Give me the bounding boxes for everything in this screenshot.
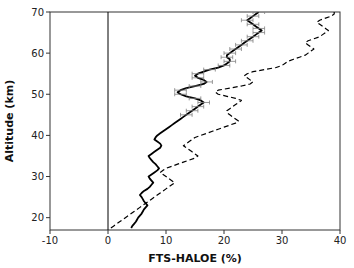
plot-area [108,12,334,230]
x-tick [166,230,167,234]
error-bar [204,68,216,72]
error-bar [186,109,198,113]
error-bar [201,80,213,84]
chart: -10 0 10 20 30 40 20 30 40 50 60 70 FTS-HALOE (%) Alt… [0,0,354,268]
y-tick-label: 30 [31,171,44,182]
y-tick-label: 60 [31,48,44,59]
y-tick [46,94,50,95]
error-bar [253,31,265,35]
error-bar [189,84,201,88]
error-bar [198,100,210,104]
series-line [111,12,334,228]
x-tick-label: 30 [276,235,289,246]
x-tick [282,230,283,234]
error-bar [181,113,193,117]
x-tick-label: 10 [160,235,173,246]
error-bar [236,43,248,47]
x-tick-label: 0 [105,235,111,246]
x-tick-label: 20 [218,235,231,246]
error-bar [218,63,230,67]
error-bar [253,26,265,30]
x-tick-label: 40 [334,235,347,246]
y-tick [46,176,50,177]
y-tick [46,53,50,54]
y-tick [46,217,50,218]
x-tick-label: -10 [42,235,58,246]
y-tick-label: 70 [31,7,44,18]
error-bar [241,18,253,22]
error-bar [247,22,259,26]
error-bar [175,88,187,92]
x-axis-label: FTS-HALOE (%) [148,252,242,265]
x-tick [340,230,341,234]
error-bar [224,51,236,55]
series-line [131,12,262,228]
error-bar [192,72,204,76]
error-bar [192,105,204,109]
error-bar [175,92,187,96]
error-bar [189,96,201,100]
y-tick [46,135,50,136]
y-tick-label: 50 [31,89,44,100]
error-bar [241,39,253,43]
error-bar [247,14,259,18]
reference-line [108,12,109,230]
error-bar [247,35,259,39]
error-bar [192,76,204,80]
y-axis-label: Altitude (km) [3,80,16,162]
x-tick [108,230,109,234]
plot-frame [50,12,340,230]
error-bar [253,12,265,14]
x-tick [50,230,51,234]
error-bar [221,55,233,59]
y-tick-label: 40 [31,130,44,141]
y-tick-label: 20 [31,212,44,223]
x-tick [224,230,225,234]
error-bar [230,47,242,51]
error-bar [224,59,236,63]
y-tick [46,12,50,13]
